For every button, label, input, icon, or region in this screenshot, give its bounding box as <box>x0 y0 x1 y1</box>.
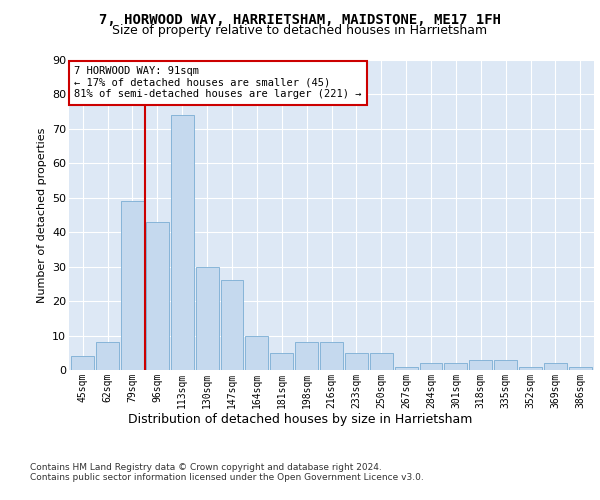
Text: Distribution of detached houses by size in Harrietsham: Distribution of detached houses by size … <box>128 412 472 426</box>
Text: 7, HORWOOD WAY, HARRIETSHAM, MAIDSTONE, ME17 1FH: 7, HORWOOD WAY, HARRIETSHAM, MAIDSTONE, … <box>99 12 501 26</box>
Bar <box>370 353 393 370</box>
Bar <box>494 360 517 370</box>
Bar <box>295 342 318 370</box>
Bar <box>569 366 592 370</box>
Bar <box>121 201 144 370</box>
Bar <box>221 280 244 370</box>
Bar <box>146 222 169 370</box>
Bar <box>71 356 94 370</box>
Bar <box>270 353 293 370</box>
Bar <box>419 363 442 370</box>
Bar <box>544 363 567 370</box>
Bar <box>445 363 467 370</box>
Bar <box>245 336 268 370</box>
Bar <box>96 342 119 370</box>
Text: Contains public sector information licensed under the Open Government Licence v3: Contains public sector information licen… <box>30 472 424 482</box>
Text: Contains HM Land Registry data © Crown copyright and database right 2024.: Contains HM Land Registry data © Crown c… <box>30 462 382 471</box>
Bar <box>345 353 368 370</box>
Bar <box>395 366 418 370</box>
Text: 7 HORWOOD WAY: 91sqm
← 17% of detached houses are smaller (45)
81% of semi-detac: 7 HORWOOD WAY: 91sqm ← 17% of detached h… <box>74 66 362 100</box>
Bar <box>519 366 542 370</box>
Text: Size of property relative to detached houses in Harrietsham: Size of property relative to detached ho… <box>112 24 488 37</box>
Bar <box>469 360 492 370</box>
Y-axis label: Number of detached properties: Number of detached properties <box>37 128 47 302</box>
Bar <box>320 342 343 370</box>
Bar <box>171 115 194 370</box>
Bar <box>196 266 218 370</box>
